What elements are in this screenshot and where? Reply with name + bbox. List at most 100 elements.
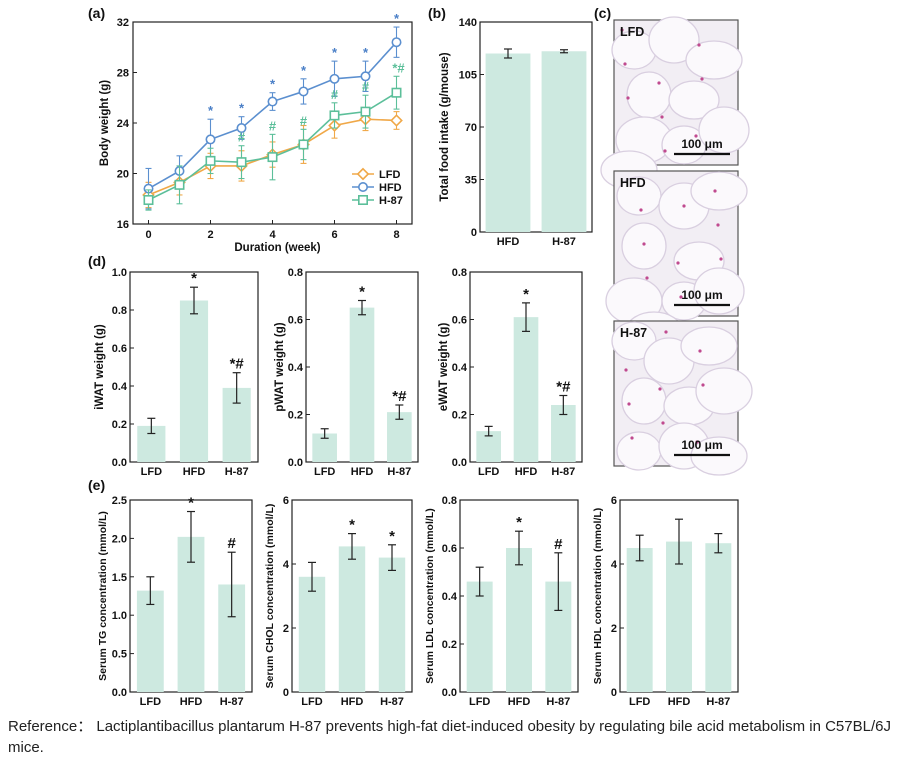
micrograph-label: LFD <box>620 25 644 39</box>
stained-nucleus <box>694 134 698 138</box>
y-tick-label: 32 <box>117 17 129 29</box>
data-point <box>205 155 216 166</box>
significance-mark: # <box>269 118 277 133</box>
data-point <box>236 123 247 134</box>
stained-nucleus <box>679 295 683 299</box>
x-tick-label-H-87: H-87 <box>380 696 404 708</box>
x-tick-label-LFD: LFD <box>301 696 322 708</box>
y-tick-label: 16 <box>117 219 129 231</box>
x-tick-label-HFD: HFD <box>183 466 206 478</box>
y-axis-label: Serum TG concentration (mmol/L) <box>97 511 109 681</box>
bar-LFD <box>298 576 326 692</box>
y-tick-label: 2 <box>611 623 617 635</box>
y-axis-label: Serum CHOL concentration (mmol/L) <box>264 504 276 689</box>
bar-HFD <box>338 546 366 692</box>
bar-H-87 <box>705 543 732 692</box>
significance-mark: # <box>227 535 236 552</box>
legend-label-LFD: LFD <box>379 169 400 181</box>
data-point <box>236 157 247 168</box>
y-tick-label: 0.2 <box>442 639 457 651</box>
bar-HFD <box>513 317 539 462</box>
significance-mark: * <box>523 286 529 303</box>
legend-marker <box>357 195 368 206</box>
significance-mark: * <box>239 101 245 116</box>
x-tick-label-LFD: LFD <box>478 466 499 478</box>
x-tick-label-LFD: LFD <box>314 466 335 478</box>
y-tick-label: 0.0 <box>112 457 127 469</box>
micrograph-label: H-87 <box>620 326 647 340</box>
adipocyte-cell <box>693 267 745 315</box>
x-tick-label-H-87: H-87 <box>552 236 576 248</box>
bar-HFD <box>349 307 375 462</box>
y-tick-label: 2 <box>283 623 289 635</box>
y-tick-label: 0.0 <box>112 687 127 699</box>
significance-mark: * <box>389 528 395 545</box>
x-tick-label-LFD: LFD <box>629 696 650 708</box>
stained-nucleus <box>624 368 628 372</box>
y-tick-label: 0 <box>611 687 617 699</box>
x-tick-label: 8 <box>393 229 399 241</box>
x-tick-label-LFD: LFD <box>141 466 162 478</box>
stained-nucleus <box>661 421 665 425</box>
y-tick-label: 6 <box>611 495 617 507</box>
x-tick-label: 2 <box>207 229 213 241</box>
micrograph-H-87: H-87 100 μm <box>611 320 753 476</box>
adipocyte-cell <box>621 377 667 425</box>
y-axis-label: Serum LDL concentration (mmol/L) <box>424 508 436 683</box>
stained-nucleus <box>645 276 649 280</box>
x-tick-label-LFD: LFD <box>469 696 490 708</box>
y-tick-label: 0.8 <box>288 267 303 279</box>
y-axis-label: eWAT weight (g) <box>438 323 450 412</box>
stained-nucleus <box>660 115 664 119</box>
panel-label: (a) <box>88 5 105 21</box>
x-tick-label-HFD: HFD <box>668 696 691 708</box>
y-tick-label: 0.4 <box>442 591 458 603</box>
y-tick-label: 0.8 <box>452 267 467 279</box>
y-tick-label: 4 <box>283 559 290 571</box>
adipocyte-cell <box>616 431 662 471</box>
y-tick-label: 1.0 <box>112 610 127 622</box>
adipocyte-cell <box>626 71 672 119</box>
y-tick-label: 6 <box>283 495 289 507</box>
adipocyte-cell <box>680 326 738 366</box>
x-axis-label: Duration (week) <box>234 242 320 254</box>
y-tick-label: 0.4 <box>288 362 304 374</box>
bar-LFD <box>626 548 653 692</box>
x-tick-label-HFD: HFD <box>180 696 203 708</box>
y-tick-label: 0.8 <box>112 305 127 317</box>
stained-nucleus <box>698 349 702 353</box>
y-tick-label: 1.5 <box>112 572 127 584</box>
stained-nucleus <box>716 223 720 227</box>
significance-mark: # <box>238 130 246 145</box>
x-tick-label-H-87: H-87 <box>220 696 244 708</box>
x-tick-label: 6 <box>331 229 337 241</box>
y-tick-label: 4 <box>611 559 618 571</box>
stained-nucleus <box>639 208 643 212</box>
stained-nucleus <box>663 149 667 153</box>
y-tick-label: 0 <box>283 687 289 699</box>
data-point <box>391 37 402 48</box>
y-tick-label: 0 <box>471 227 477 239</box>
stained-nucleus <box>682 204 686 208</box>
data-point <box>267 96 278 107</box>
chart-b: 0 35 70 105 140 Total food intake (g/mouse) HF… <box>439 17 593 248</box>
significance-mark: * <box>208 103 214 118</box>
chart-d1: 0.0 0.2 0.4 0.6 0.8 1.0 iWAT weight (g) LFD * HFD… <box>94 267 259 478</box>
data-point <box>174 179 185 190</box>
bar-HFD <box>485 53 531 232</box>
x-tick-label-H-87: H-87 <box>225 466 249 478</box>
adipocyte-cell <box>668 80 720 120</box>
x-tick-label-LFD: LFD <box>140 696 161 708</box>
y-tick-label: 0.0 <box>452 457 467 469</box>
x-tick-label-H-87: H-87 <box>387 466 411 478</box>
stained-nucleus <box>713 189 717 193</box>
x-tick-label-H-87: H-87 <box>546 696 570 708</box>
x-tick-label: 0 <box>145 229 151 241</box>
significance-mark: # <box>331 87 339 102</box>
x-tick-label-HFD: HFD <box>351 466 374 478</box>
stained-nucleus <box>676 261 680 265</box>
scale-bar-label: 100 μm <box>681 438 722 452</box>
